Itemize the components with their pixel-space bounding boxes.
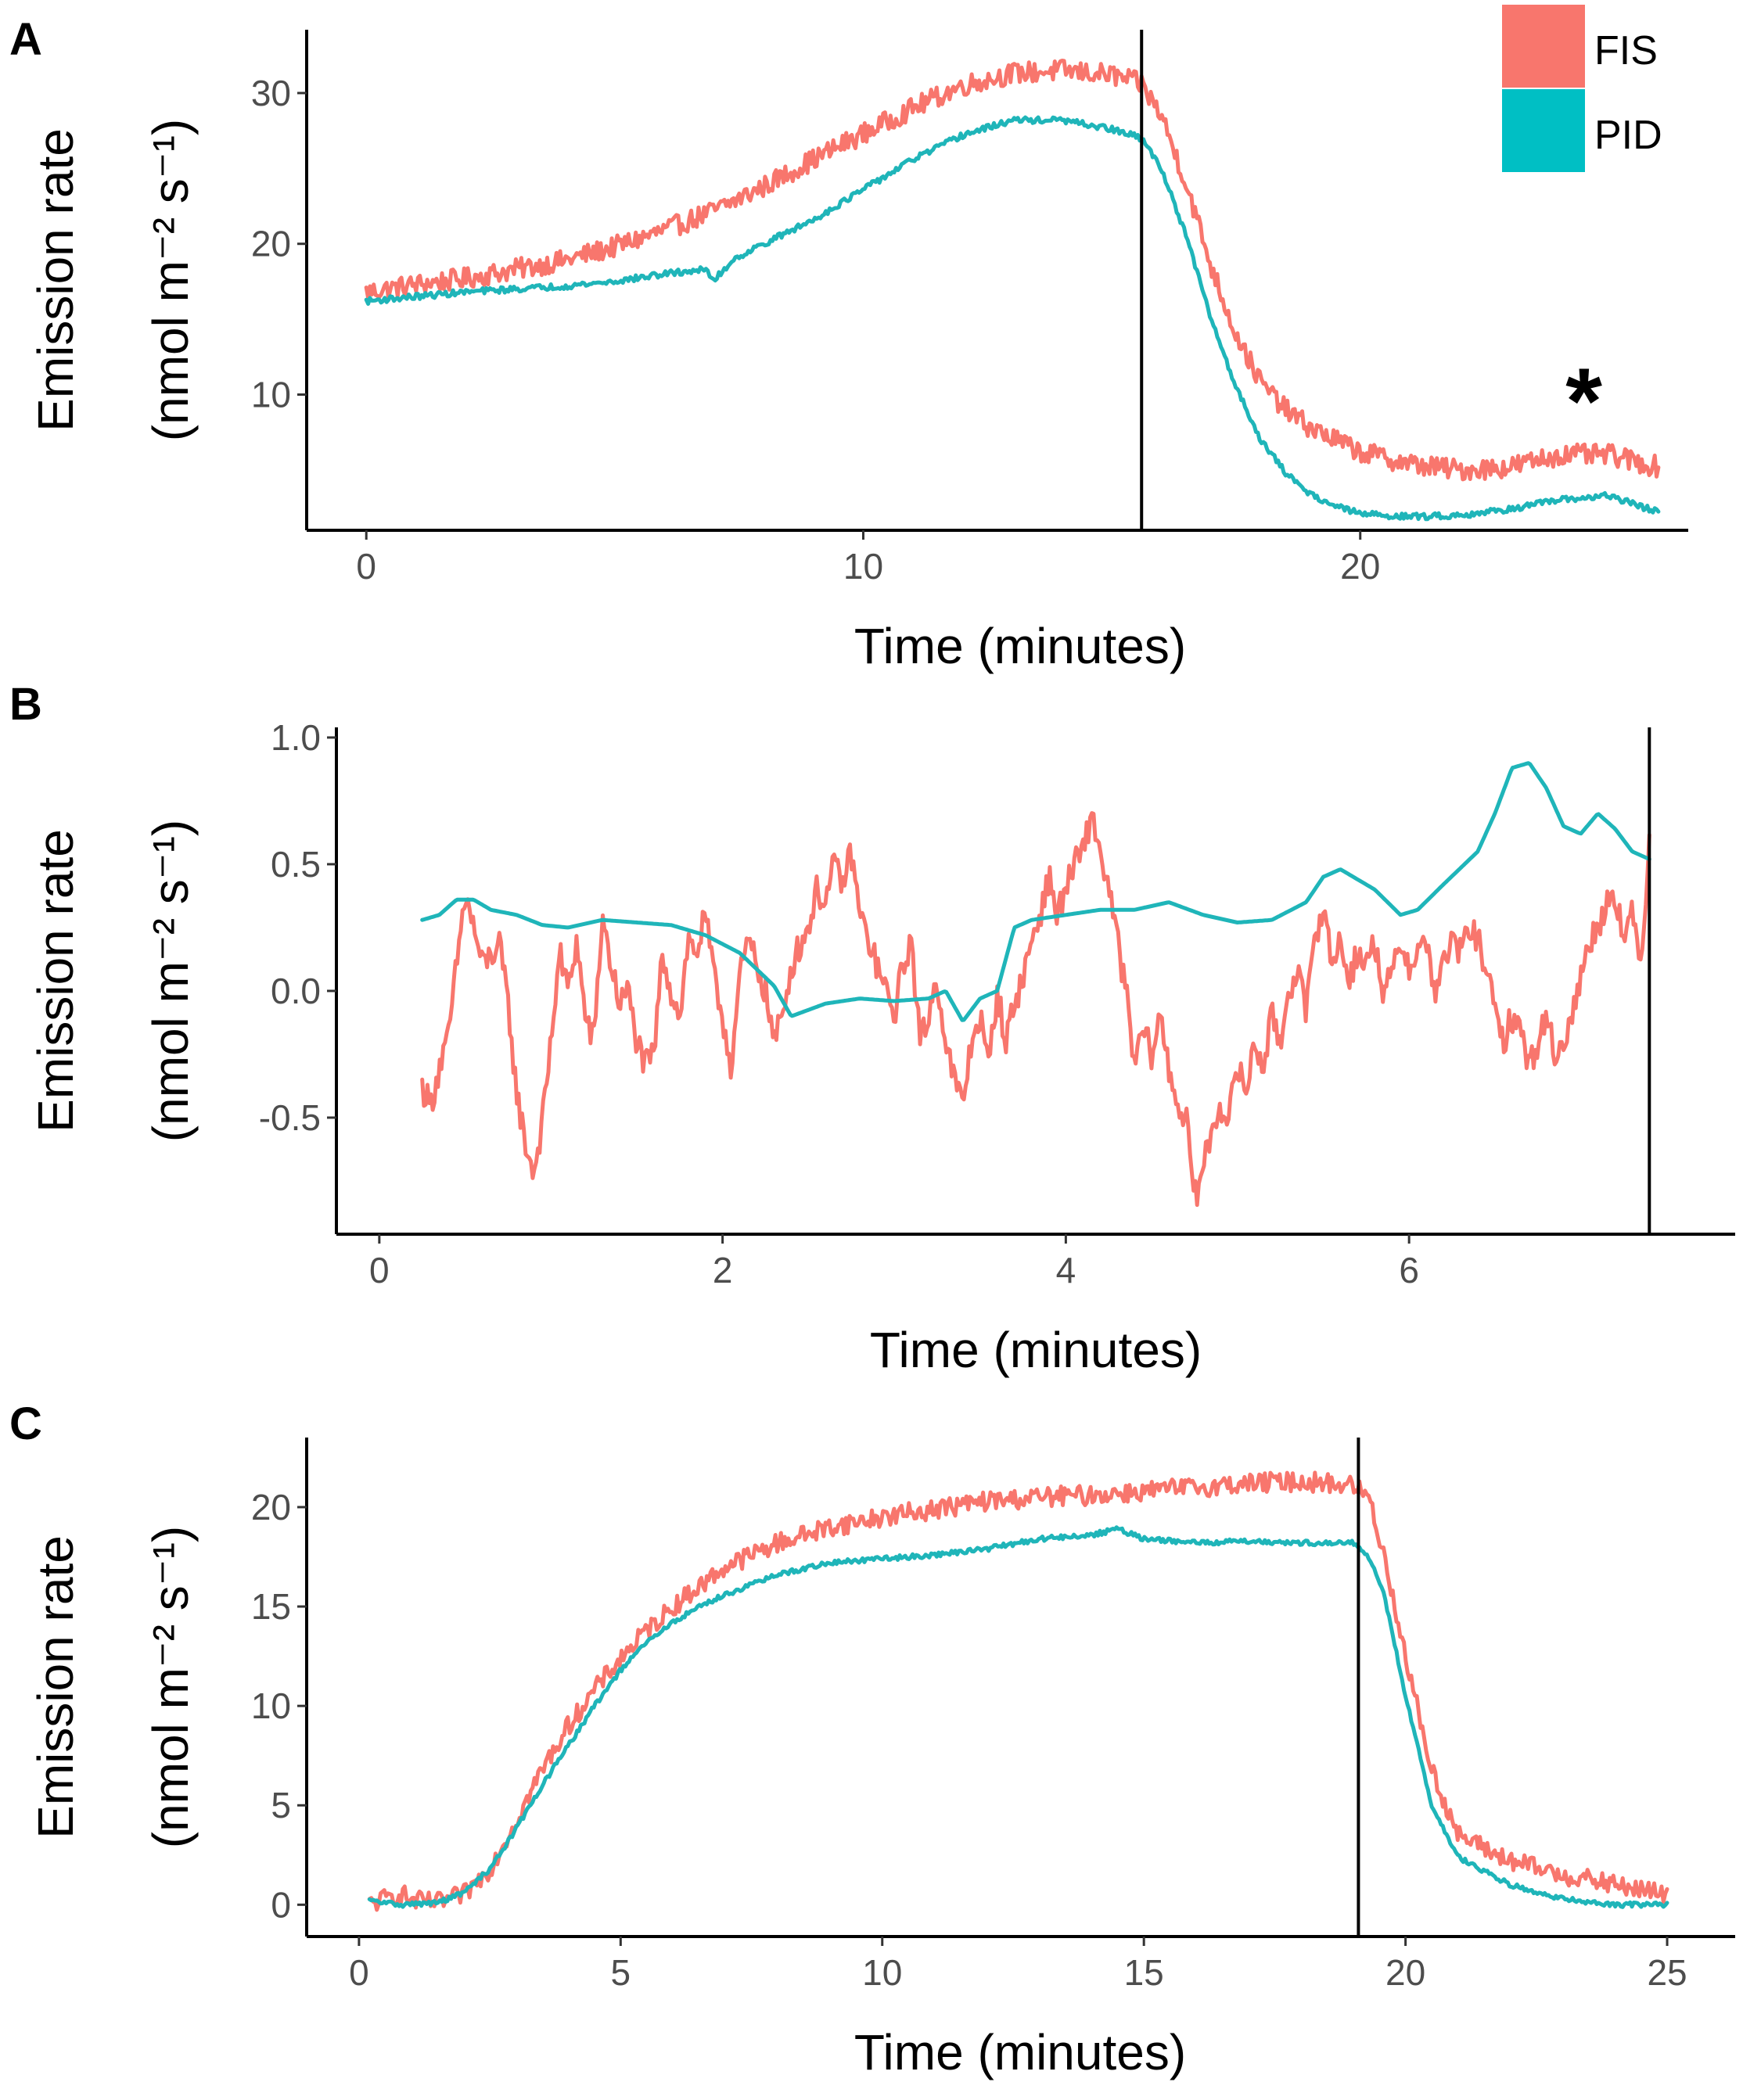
panel-label: B bbox=[9, 679, 42, 730]
y-axis-units: (nmol m⁻² s⁻¹) bbox=[142, 820, 199, 1142]
x-tick-label: 10 bbox=[862, 1952, 902, 1993]
y-tick-label: 0.0 bbox=[271, 971, 321, 1011]
x-tick-label: 25 bbox=[1647, 1952, 1687, 1993]
y-axis-units: (nmol m⁻² s⁻¹) bbox=[142, 1526, 199, 1848]
series-line-fis bbox=[364, 59, 1661, 482]
x-tick-label: 20 bbox=[1340, 546, 1380, 587]
legend: FIS PID bbox=[1502, 5, 1662, 172]
x-tick-label: 0 bbox=[356, 546, 376, 587]
x-axis-title: Time (minutes) bbox=[854, 2024, 1186, 2080]
x-tick-label: 10 bbox=[843, 546, 883, 587]
y-tick-label: 0.5 bbox=[271, 844, 321, 885]
series-line-fis bbox=[420, 811, 1651, 1208]
series-layer bbox=[364, 59, 1661, 522]
y-axis-units: (nmol m⁻² s⁻¹) bbox=[142, 119, 199, 441]
x-axis-title: Time (minutes) bbox=[870, 1322, 1202, 1378]
series-line-pid bbox=[367, 1525, 1669, 1909]
significance-asterisk: * bbox=[1565, 349, 1602, 454]
legend-swatch-pid bbox=[1502, 89, 1585, 172]
x-axis-title: Time (minutes) bbox=[854, 618, 1186, 674]
y-tick-label: 20 bbox=[251, 1487, 291, 1527]
y-tick-label: 30 bbox=[251, 73, 291, 113]
ticks-layer: 0 10 20 10 20 30 bbox=[251, 73, 1380, 587]
series-line-fis bbox=[367, 1470, 1669, 1912]
panel-b: B 0 2 4 6 -0.5 0.0 0.5 1.0 Time (minutes) Emiss… bbox=[9, 679, 1735, 1378]
x-tick-label: 0 bbox=[349, 1952, 369, 1993]
ticks-layer: 0 2 4 6 -0.5 0.0 0.5 1.0 bbox=[259, 717, 1419, 1291]
series-line-pid bbox=[364, 115, 1661, 522]
x-tick-label: 15 bbox=[1124, 1952, 1164, 1993]
y-tick-label: 0 bbox=[271, 1884, 291, 1925]
legend-label-pid: PID bbox=[1594, 113, 1662, 158]
panel-a: A 0 10 20 10 20 30 Time (minutes) Emission ra… bbox=[9, 5, 1688, 674]
panel-label: C bbox=[9, 1398, 42, 1449]
y-tick-label: 10 bbox=[251, 1685, 291, 1726]
x-tick-label: 2 bbox=[713, 1250, 733, 1291]
x-tick-label: 0 bbox=[369, 1250, 390, 1291]
legend-label-fis: FIS bbox=[1594, 28, 1658, 74]
y-tick-label: 10 bbox=[251, 375, 291, 415]
panel-label: A bbox=[9, 14, 42, 65]
x-tick-label: 5 bbox=[611, 1952, 631, 1993]
ticks-layer: 0 5 10 15 20 25 0 5 10 15 20 bbox=[251, 1487, 1687, 1993]
y-axis-title: Emission rate bbox=[27, 128, 84, 432]
series-layer bbox=[420, 761, 1651, 1208]
y-axis-title: Emission rate bbox=[27, 829, 84, 1133]
series-line-pid bbox=[420, 761, 1651, 1022]
x-tick-label: 6 bbox=[1399, 1250, 1419, 1291]
y-axis-title: Emission rate bbox=[27, 1535, 84, 1839]
y-tick-label: 5 bbox=[271, 1785, 291, 1825]
y-tick-label: -0.5 bbox=[259, 1097, 321, 1138]
legend-swatch-fis bbox=[1502, 5, 1585, 88]
y-tick-label: 1.0 bbox=[271, 717, 321, 758]
panel-c: C 0 5 10 15 20 25 0 5 10 15 20 Time (minutes) Emis… bbox=[9, 1398, 1735, 2080]
x-tick-label: 4 bbox=[1056, 1250, 1076, 1291]
y-tick-label: 20 bbox=[251, 224, 291, 264]
series-layer bbox=[367, 1470, 1669, 1912]
x-tick-label: 20 bbox=[1385, 1952, 1425, 1993]
y-tick-label: 15 bbox=[251, 1586, 291, 1627]
